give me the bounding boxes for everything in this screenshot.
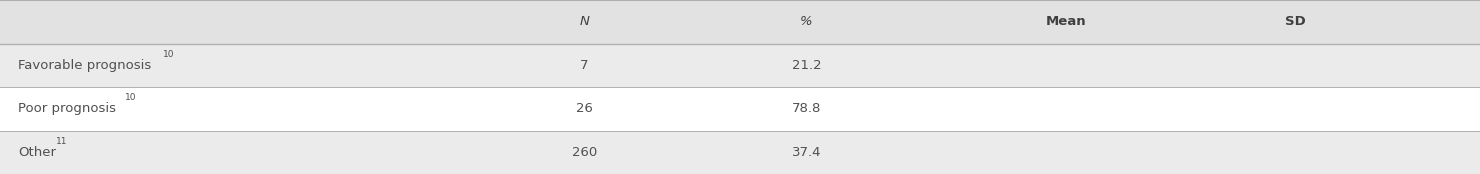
Text: 37.4: 37.4 [792, 146, 821, 159]
Text: Mean: Mean [1045, 15, 1086, 28]
Text: Poor prognosis: Poor prognosis [18, 102, 115, 115]
Text: 260: 260 [571, 146, 598, 159]
Text: 7: 7 [580, 59, 589, 72]
Text: 10: 10 [124, 93, 136, 102]
Text: 78.8: 78.8 [792, 102, 821, 115]
Text: SD: SD [1285, 15, 1305, 28]
Text: N: N [580, 15, 589, 28]
Bar [0, 0, 1480, 44]
Text: Other: Other [18, 146, 56, 159]
Bar [0, 87, 1480, 130]
Bar [0, 130, 1480, 174]
Text: 10: 10 [163, 50, 175, 59]
Text: %: % [801, 15, 813, 28]
Text: 26: 26 [576, 102, 593, 115]
Text: 11: 11 [56, 137, 68, 146]
Text: 21.2: 21.2 [792, 59, 821, 72]
Text: Favorable prognosis: Favorable prognosis [18, 59, 151, 72]
Bar [0, 44, 1480, 87]
